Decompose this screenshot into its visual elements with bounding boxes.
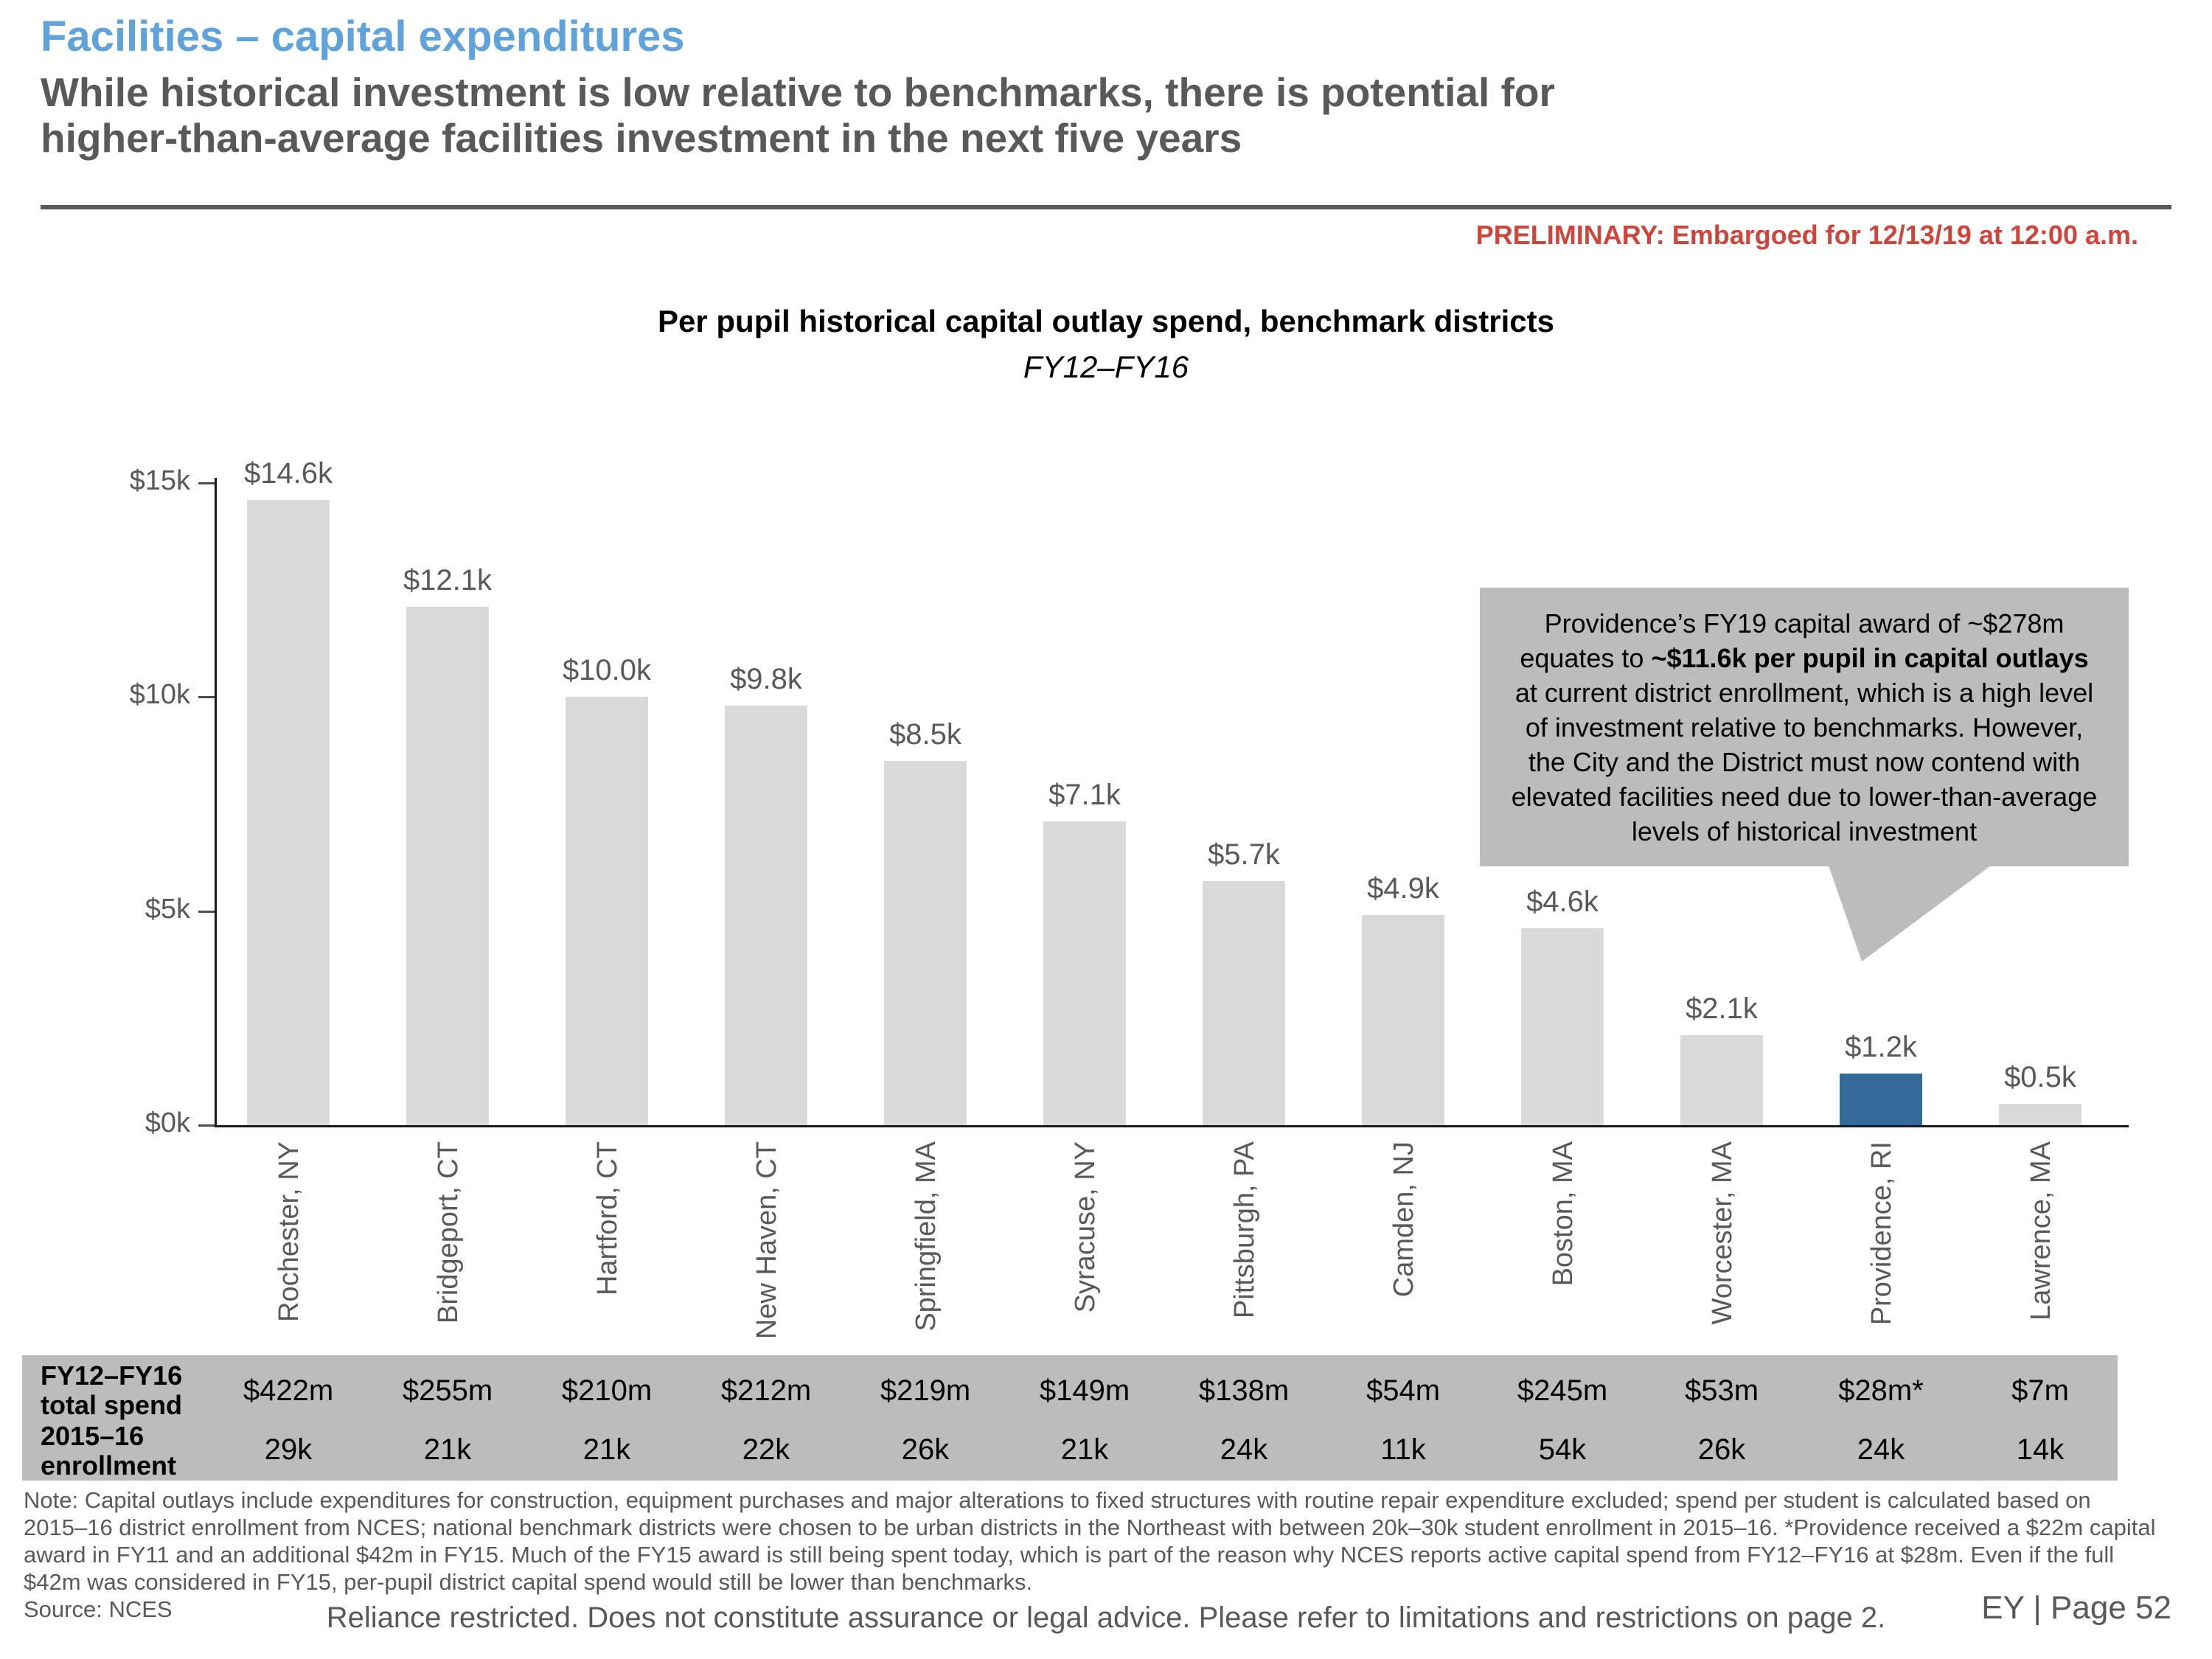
bar: [1999, 1104, 2081, 1125]
footnotes: Note: Capital outlays include expenditur…: [24, 1486, 2188, 1623]
table-cell: 24k: [1857, 1433, 1905, 1466]
table-cell: $28m*: [1838, 1374, 1924, 1407]
table-cell: $212m: [720, 1374, 812, 1407]
x-axis-label: Camden, NJ: [1388, 1141, 1419, 1298]
y-tick-mark: [198, 910, 215, 913]
x-axis-label: Pittsburgh, PA: [1229, 1141, 1260, 1319]
bar: [1521, 928, 1604, 1125]
table-cell: $422m: [243, 1374, 334, 1407]
note-line: Note: Capital outlays include expenditur…: [24, 1487, 2091, 1513]
chart-subtitle: FY12–FY16: [1023, 349, 1189, 384]
table-cell: $138m: [1198, 1374, 1290, 1407]
bar-value-label: $4.9k: [1367, 872, 1439, 905]
table-cell: $53m: [1684, 1374, 1759, 1407]
callout-box: Providence’s FY19 capital award of ~$278…: [1480, 588, 2129, 866]
y-tick-mark: [198, 696, 215, 699]
bar-value-label: $8.5k: [889, 718, 961, 751]
table-cell: $219m: [880, 1374, 971, 1407]
y-tick-mark: [198, 1124, 215, 1127]
x-axis-label: Boston, MA: [1548, 1141, 1579, 1287]
bar: [566, 697, 648, 1125]
bar-value-label: $1.2k: [1845, 1031, 1917, 1063]
table-cell: 29k: [264, 1433, 313, 1466]
bar-value-label: $0.5k: [2004, 1061, 2076, 1093]
note-line: 2015–16 district enrollment from NCES; n…: [24, 1514, 2156, 1540]
x-axis-label: Worcester, MA: [1707, 1141, 1738, 1325]
bar: [1043, 821, 1126, 1125]
bar-highlighted: [1840, 1074, 1922, 1125]
table-cell: 21k: [423, 1433, 472, 1466]
table-cell: 11k: [1380, 1433, 1426, 1466]
bar: [1680, 1035, 1763, 1125]
table-cell: $54m: [1366, 1374, 1441, 1407]
bar: [406, 607, 489, 1125]
x-axis-label: Syracuse, NY: [1070, 1141, 1101, 1313]
callout-text-pre: Providence’s FY19 capital award of ~$278…: [1520, 608, 2065, 673]
bar: [247, 500, 330, 1125]
page-title: Facilities – capital expenditures: [41, 13, 685, 60]
callout-text-bold: ~$11.6k per pupil in capital outlays: [1651, 642, 2089, 673]
bar: [1362, 915, 1444, 1125]
x-axis-label: New Haven, CT: [751, 1141, 782, 1340]
y-tick-mark: [198, 482, 215, 484]
y-axis: [215, 478, 217, 1127]
bar-value-label: $12.1k: [403, 564, 493, 597]
table-cell: 22k: [742, 1433, 790, 1466]
bar-value-label: $9.8k: [730, 663, 802, 695]
x-axis-label: Rochester, NY: [274, 1141, 305, 1322]
bar-value-label: $10.0k: [562, 654, 652, 686]
callout-tail-pointer: [1829, 866, 1991, 961]
bar: [884, 761, 967, 1125]
bar: [725, 706, 807, 1125]
bar-value-label: $14.6k: [243, 457, 333, 490]
table-cell: 14k: [2016, 1433, 2065, 1466]
table-cell: 24k: [1220, 1433, 1268, 1466]
title-divider-line: [41, 205, 2171, 209]
note-line: $42m was considered in FY15, per-pupil d…: [24, 1569, 1033, 1595]
reliance-note: Reliance restricted. Does not constitute…: [326, 1601, 1886, 1634]
page-subtitle: While historical investment is low relat…: [41, 69, 1555, 161]
table-cell: 21k: [582, 1433, 631, 1466]
table-cell: 21k: [1060, 1433, 1109, 1466]
preliminary-embargo-note: PRELIMINARY: Embargoed for 12/13/19 at 1…: [1475, 220, 2138, 250]
y-tick-label: $5k: [145, 893, 190, 925]
chart-title: Per pupil historical capital outlay spen…: [658, 304, 1554, 338]
x-axis-label: Lawrence, MA: [2025, 1141, 2056, 1321]
table-cell: $7m: [2011, 1374, 2069, 1407]
table-cell: $149m: [1039, 1374, 1130, 1407]
table-cell: $210m: [561, 1374, 653, 1407]
table-row-label-total-spend: FY12–FY16 total spend: [41, 1360, 183, 1420]
data-table: [22, 1355, 2118, 1481]
bar-value-label: $2.1k: [1686, 992, 1758, 1025]
bar: [1203, 881, 1285, 1125]
bar-value-label: $5.7k: [1208, 838, 1280, 871]
y-tick-label: $10k: [129, 679, 190, 711]
y-tick-label: $15k: [129, 465, 190, 496]
x-axis: [215, 1125, 2129, 1127]
table-cell: 26k: [1697, 1433, 1746, 1466]
table-cell: 26k: [901, 1433, 950, 1466]
note-line: award in FY11 and an additional $42m in …: [24, 1542, 2115, 1568]
page-number: EY | Page 52: [1981, 1590, 2171, 1626]
source-note: Source: NCES: [24, 1596, 173, 1622]
callout-text-post: at current district enrollment, which is…: [1511, 677, 2098, 846]
table-cell: $245m: [1517, 1374, 1608, 1407]
bar-value-label: $7.1k: [1048, 779, 1121, 811]
table-row-label-enrollment: 2015–16 enrollment: [41, 1421, 177, 1481]
x-axis-label: Hartford, CT: [592, 1141, 623, 1296]
x-axis-label: Springfield, MA: [911, 1141, 942, 1332]
x-axis-label: Bridgeport, CT: [433, 1141, 464, 1324]
bar-value-label: $4.6k: [1526, 886, 1599, 918]
y-tick-label: $0k: [145, 1107, 190, 1138]
table-cell: $255m: [402, 1374, 493, 1407]
table-cell: 54k: [1538, 1433, 1587, 1466]
x-axis-label: Providence, RI: [1866, 1141, 1897, 1326]
callout-text: Providence’s FY19 capital award of ~$278…: [1480, 606, 2129, 849]
